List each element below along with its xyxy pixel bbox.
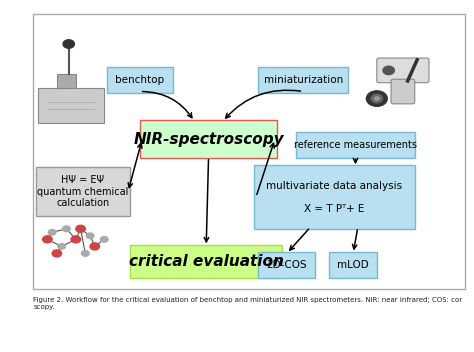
Text: 2D-COS: 2D-COS [266,260,307,270]
FancyBboxPatch shape [258,252,315,278]
FancyBboxPatch shape [377,58,429,83]
FancyBboxPatch shape [38,88,104,123]
Text: HΨ = EΨ
quantum chemical
calculation: HΨ = EΨ quantum chemical calculation [37,175,128,208]
FancyBboxPatch shape [130,245,282,278]
Circle shape [371,94,383,103]
Circle shape [76,225,85,232]
FancyBboxPatch shape [329,252,377,278]
FancyBboxPatch shape [391,79,415,104]
Text: critical evaluation: critical evaluation [129,254,283,269]
FancyBboxPatch shape [258,67,348,93]
Circle shape [90,243,100,250]
Text: benchtop: benchtop [115,75,164,85]
FancyBboxPatch shape [36,167,130,216]
Text: Figure 2. Workflow for the critical evaluation of benchtop and miniaturized NIR : Figure 2. Workflow for the critical eval… [33,297,462,310]
FancyBboxPatch shape [107,67,173,93]
Circle shape [63,226,70,232]
Circle shape [366,91,387,106]
Circle shape [48,230,56,235]
Text: miniaturization: miniaturization [264,75,343,85]
Text: reference measurements: reference measurements [294,140,417,150]
Circle shape [383,66,394,75]
Circle shape [374,97,379,100]
Circle shape [52,250,62,257]
Circle shape [82,251,89,256]
Circle shape [63,40,74,48]
FancyBboxPatch shape [33,14,465,289]
FancyBboxPatch shape [254,165,415,229]
Text: mLOD: mLOD [337,260,369,270]
FancyBboxPatch shape [57,74,76,88]
Circle shape [58,244,65,249]
Circle shape [86,233,94,239]
FancyBboxPatch shape [296,132,415,158]
Text: NIR-spectroscopy: NIR-spectroscopy [133,132,284,146]
Circle shape [71,236,81,243]
Text: multivariate data analysis

X = T Pᵀ+ E: multivariate data analysis X = T Pᵀ+ E [266,181,402,214]
FancyBboxPatch shape [140,120,277,158]
Circle shape [43,236,52,243]
Circle shape [100,237,108,242]
